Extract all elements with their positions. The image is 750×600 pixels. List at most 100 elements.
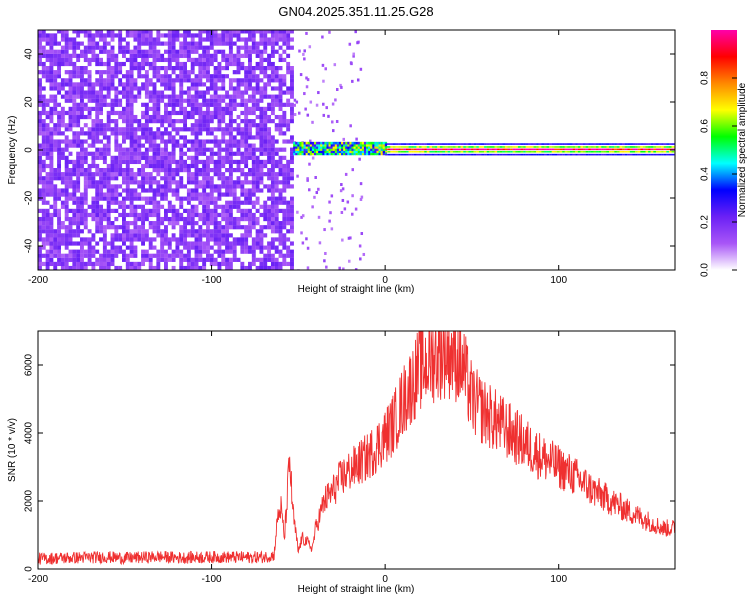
heatmap-cell [83,49,88,54]
heatmap-cell [255,265,260,270]
heatmap-cell [87,106,92,111]
heatmap-cell [72,216,77,222]
heatmap-cell [183,106,188,111]
heatmap-cell [194,176,199,181]
heatmap-cell [322,113,326,117]
heatmap-cell [102,37,107,42]
heatmap-cell [141,172,146,177]
heatmap-cell [190,180,195,185]
heatmap-cell [499,150,503,153]
heatmap-cell [194,106,199,111]
heatmap-cell [460,150,464,153]
heatmap-cell [175,192,180,197]
heatmap-cell [68,229,73,234]
heatmap-cell [125,49,130,54]
heatmap-cell [341,150,344,154]
heatmap-cell [228,131,233,136]
heatmap-cell [164,168,168,173]
heatmap-cell [133,131,138,136]
heatmap-cell [326,146,329,149]
heatmap-cell [497,148,500,151]
heatmap-cell [167,216,172,222]
heatmap-cell [80,212,84,218]
heatmap-cell [376,141,379,145]
heatmap-cell [68,41,73,46]
heatmap-cell [290,147,294,152]
heatmap-cell [434,150,438,153]
heatmap-cell [99,253,103,258]
heatmap-cell [251,86,256,91]
heatmap-cell [102,225,107,230]
heatmap-cell [251,261,256,267]
heatmap-cell [38,98,42,103]
heatmap-cell [183,45,188,50]
heatmap-cell [603,146,607,148]
heatmap-cell [217,78,222,83]
heatmap-cell [129,57,134,63]
heatmap-cell [306,178,309,182]
heatmap-cell [382,141,386,145]
heatmap-cell [206,37,210,42]
heatmap-cell [80,127,84,132]
heatmap-cell [286,37,291,42]
heatmap-cell [114,216,119,222]
heatmap-cell [232,119,237,124]
heatmap-cell [221,249,226,254]
heatmap-cell [57,237,61,242]
heatmap-cell [45,253,50,258]
heatmap-cell [236,151,241,156]
heatmap-cell [198,53,203,58]
heatmap-cell [53,176,58,181]
heatmap-cell [228,212,233,218]
heatmap-cell [87,70,92,75]
heatmap-cell [666,148,670,151]
heatmap-cell [661,148,664,151]
heatmap-cell [225,229,230,234]
heatmap-cell [255,241,260,246]
heatmap-cell [320,146,323,149]
heatmap-cell [76,131,81,136]
heatmap-cell [551,150,555,153]
heatmap-cell [202,249,207,254]
heatmap-cell [57,127,61,132]
heatmap-cell [263,147,268,152]
heatmap-cell [129,147,134,152]
heatmap-cell [114,119,119,124]
heatmap-cell [49,78,54,83]
heatmap-cell [194,229,199,234]
heatmap-cell [183,66,188,71]
heatmap-cell [213,168,218,173]
heatmap-cell [95,78,100,83]
heatmap-cell [49,253,54,258]
heatmap-cell [60,188,65,193]
heatmap-cell [38,119,42,124]
heatmap-cell [349,152,352,156]
heatmap-cell [528,143,532,145]
heatmap-cell [209,41,214,46]
heatmap-cell [175,127,180,132]
heatmap-cell [183,237,188,242]
heatmap-cell [297,146,300,149]
heatmap-cell [194,253,199,258]
heatmap-cell [491,150,495,153]
heatmap-cell [202,265,207,270]
heatmap-cell [179,147,184,152]
heatmap-cell [53,261,58,267]
heatmap-cell [80,155,84,160]
heatmap-cell [221,147,226,152]
heatmap-cell [213,237,218,242]
heatmap-cell [278,131,283,136]
heatmap-cell [650,153,654,156]
heatmap-cell [590,146,594,148]
heatmap-cell [270,221,275,226]
heatmap-cell [202,233,207,238]
heatmap-cell [137,66,142,71]
heatmap-cell [83,192,88,197]
heatmap-cell [60,61,65,67]
heatmap-cell [183,184,188,189]
heatmap-cell [217,98,222,103]
heatmap-cell [354,268,358,270]
heatmap-cell [232,57,237,63]
heatmap-cell [299,146,302,149]
heatmap-cell [45,261,50,267]
